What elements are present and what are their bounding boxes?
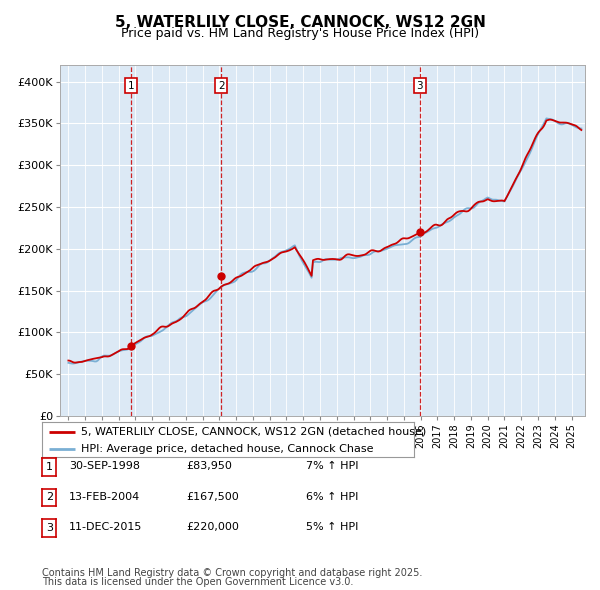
Text: £220,000: £220,000 — [186, 523, 239, 532]
Text: 1: 1 — [128, 81, 134, 91]
Text: 11-DEC-2015: 11-DEC-2015 — [69, 523, 142, 532]
Text: £167,500: £167,500 — [186, 492, 239, 502]
Text: 5, WATERLILY CLOSE, CANNOCK, WS12 2GN (detached house): 5, WATERLILY CLOSE, CANNOCK, WS12 2GN (d… — [81, 427, 427, 437]
Text: HPI: Average price, detached house, Cannock Chase: HPI: Average price, detached house, Cann… — [81, 444, 374, 454]
Text: 30-SEP-1998: 30-SEP-1998 — [69, 461, 140, 471]
Text: 5% ↑ HPI: 5% ↑ HPI — [306, 523, 358, 532]
Text: 5, WATERLILY CLOSE, CANNOCK, WS12 2GN: 5, WATERLILY CLOSE, CANNOCK, WS12 2GN — [115, 15, 485, 30]
Text: This data is licensed under the Open Government Licence v3.0.: This data is licensed under the Open Gov… — [42, 577, 353, 587]
Text: 1: 1 — [46, 462, 53, 471]
Text: Price paid vs. HM Land Registry's House Price Index (HPI): Price paid vs. HM Land Registry's House … — [121, 27, 479, 40]
Text: Contains HM Land Registry data © Crown copyright and database right 2025.: Contains HM Land Registry data © Crown c… — [42, 568, 422, 578]
Text: 3: 3 — [46, 523, 53, 533]
Text: 2: 2 — [46, 493, 53, 502]
Text: £83,950: £83,950 — [186, 461, 232, 471]
Text: 2: 2 — [218, 81, 224, 91]
Text: 3: 3 — [416, 81, 423, 91]
Text: 6% ↑ HPI: 6% ↑ HPI — [306, 492, 358, 502]
Text: 13-FEB-2004: 13-FEB-2004 — [69, 492, 140, 502]
Text: 7% ↑ HPI: 7% ↑ HPI — [306, 461, 359, 471]
